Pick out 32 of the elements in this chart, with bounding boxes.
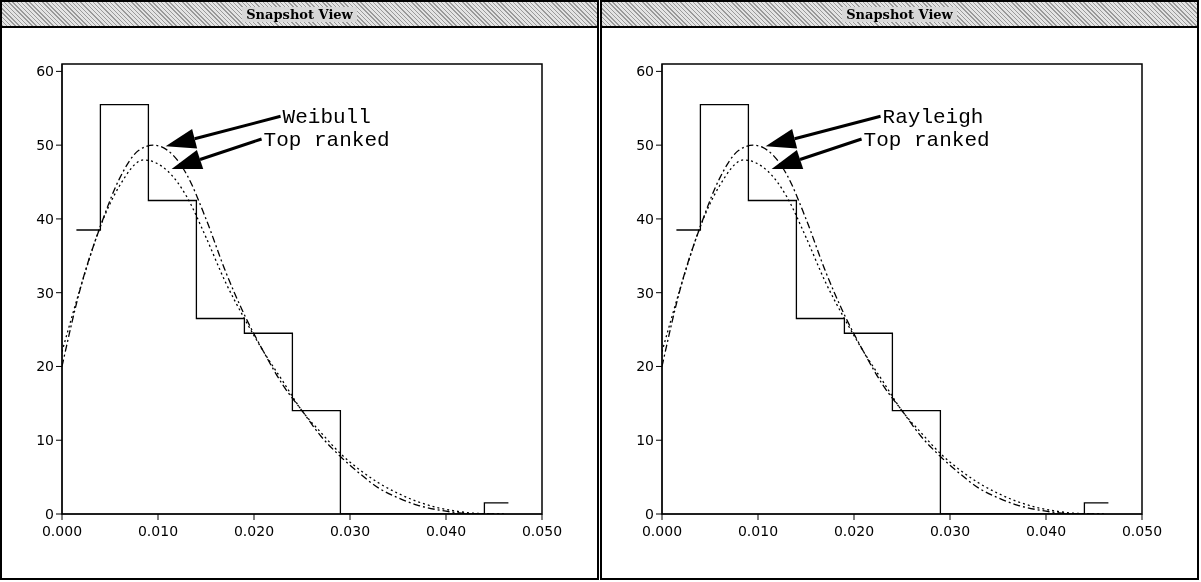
y-tick-label: 50	[636, 137, 654, 154]
x-tick-label: 0.050	[1121, 522, 1163, 539]
y-tick-label: 20	[636, 358, 654, 375]
annotation: Top ranked	[863, 128, 990, 152]
x-tick-label: 0.010	[137, 522, 179, 539]
y-tick-label: 20	[36, 358, 54, 375]
y-tick-label: 30	[36, 284, 54, 301]
y-tick-label: 30	[636, 284, 654, 301]
x-tick-label: 0.010	[737, 522, 779, 539]
x-tick-label: 0.000	[41, 522, 83, 539]
annotation: Rayleigh	[882, 106, 984, 130]
y-tick-label: 40	[636, 210, 654, 227]
y-tick-label: 10	[636, 432, 654, 449]
x-tick-label: 0.020	[233, 522, 275, 539]
x-tick-label: 0.030	[929, 522, 971, 539]
y-tick-label: 10	[36, 432, 54, 449]
annotation: Weibull	[282, 106, 371, 130]
y-tick-label: 0	[645, 505, 654, 522]
x-tick-label: 0.040	[425, 522, 467, 539]
y-tick-label: 0	[45, 505, 54, 522]
x-tick-label: 0.040	[1025, 522, 1067, 539]
chart-title: Snapshot View	[842, 6, 957, 22]
y-tick-label: 60	[636, 63, 654, 80]
x-tick-label: 0.000	[641, 522, 683, 539]
chart-title: Snapshot View	[242, 6, 357, 22]
x-tick-label: 0.050	[521, 522, 563, 539]
y-tick-label: 40	[36, 210, 54, 227]
y-tick-label: 60	[36, 63, 54, 80]
x-tick-label: 0.020	[833, 522, 875, 539]
annotation: Top ranked	[263, 128, 390, 152]
y-tick-label: 50	[36, 137, 54, 154]
x-tick-label: 0.030	[329, 522, 371, 539]
